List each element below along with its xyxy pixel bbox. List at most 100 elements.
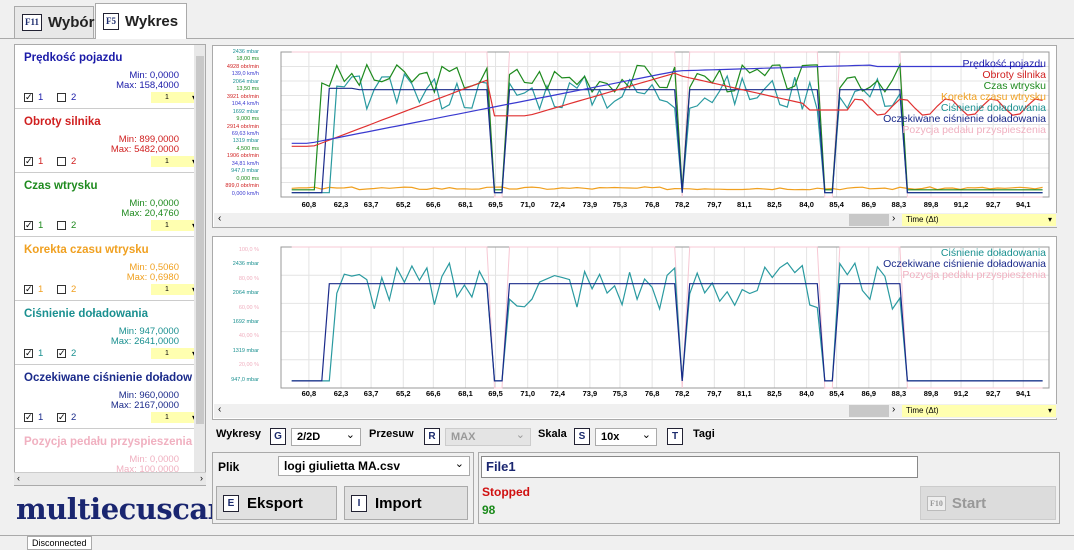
signal-list-hscrollbar[interactable]: ‹ › (14, 472, 206, 485)
chart1-checkbox[interactable]: ✓ (24, 156, 33, 166)
x-tick-label: 65,2 (395, 200, 411, 209)
y-tick-label: 18,00 ms (236, 56, 259, 63)
t-key-icon[interactable]: T (667, 428, 683, 445)
signal-item[interactable]: Obroty silnika Min: 899,0000 Max: 5482,0… (15, 109, 199, 173)
pedal-series (291, 246, 1043, 389)
expected-boost-series (291, 87, 1043, 194)
chart-2[interactable]: 100,0 % 2436 mbar 80,00 % 2064 mbar 60,00 % 1… (212, 236, 1057, 420)
signal-item[interactable]: Oczekiwane ciśnienie doładow Min: 960,00… (15, 365, 199, 429)
expected-boost-series (291, 283, 1043, 382)
file-select[interactable]: logi giulietta MA.csv (278, 455, 470, 476)
chart2-checkbox[interactable] (57, 221, 66, 230)
chevron-down-icon: ▾ (1047, 406, 1052, 415)
chart2-checkbox[interactable] (57, 285, 66, 294)
chart2-checkbox[interactable]: ✓ (57, 348, 66, 358)
skala-label: Skala (538, 428, 567, 440)
x-tick-label: 81,1 (737, 200, 752, 209)
x-tick-label: 84,0 (799, 389, 814, 398)
przesuw-label: Przesuw (369, 428, 414, 440)
scroll-right-icon[interactable]: › (892, 404, 896, 415)
signal-max: Max: 0,6980 (126, 272, 179, 283)
line-width-select[interactable]: 1 (151, 284, 199, 295)
signal-name: Obroty silnika (24, 116, 101, 128)
signal-list[interactable]: Prędkość pojazdu Min: 0,0000 Max: 158,40… (14, 44, 206, 486)
scroll-left-icon[interactable]: ‹ (218, 213, 222, 224)
start-button[interactable]: F10 Start (920, 486, 1056, 520)
tab-wybor[interactable]: F11 Wybór (14, 6, 94, 38)
chart2-checkbox[interactable]: ✓ (57, 412, 66, 422)
y-tick-label: 4928 obr/min (226, 63, 259, 70)
chart-1-scrollbar[interactable]: ‹ › Time (Δt) ▾ (214, 213, 1057, 227)
checkbox-label: 1 (38, 348, 44, 359)
chart1-checkbox[interactable]: ✓ (24, 220, 33, 230)
time-axis-select[interactable]: Time (Δt) ▾ (902, 405, 1056, 417)
chart-1-legend: Prędkość pojazdu Obroty silnika Czas wtrys… (883, 59, 1046, 136)
x-tick-label: 69,5 (488, 389, 503, 398)
signal-item[interactable]: Prędkość pojazdu Min: 0,0000 Max: 158,40… (15, 45, 199, 109)
chart-1[interactable]: 2436 mbar 18,00 ms 4928 obr/min 139,0 km/h 2… (212, 45, 1057, 228)
tab-wykres[interactable]: F5 Wykres (95, 3, 187, 39)
signal-max: Max: 2641,0000 (110, 336, 179, 347)
line-width-select[interactable]: 1 (151, 92, 199, 103)
y-tick-label: 1906 obr/min (226, 153, 259, 160)
x-tick-label: 75,3 (612, 389, 628, 398)
y-tick-label: 899,0 obr/min (225, 183, 259, 190)
scroll-right-icon[interactable]: › (200, 473, 203, 483)
x-tick-label: 71,0 (520, 200, 536, 209)
signal-item[interactable]: Ciśnienie doładowania Min: 947,0000 Max:… (15, 301, 199, 365)
line-width-select[interactable]: 1 (151, 220, 199, 231)
checkbox-label: 2 (71, 220, 77, 231)
legend-entry: Pozycja pedału przyspieszenia (902, 269, 1046, 281)
chart-2-scrollbar[interactable]: ‹ › Time (Δt) ▾ (214, 404, 1057, 418)
signal-item[interactable]: Czas wtrysku Min: 0,0000 Max: 20,4760 ✓ … (15, 173, 199, 237)
scroll-left-icon[interactable]: ‹ (218, 404, 222, 415)
signal-item[interactable]: Korekta czasu wtrysku Min: 0,5060 Max: 0… (15, 237, 199, 301)
chart1-checkbox[interactable]: ✓ (24, 412, 33, 422)
x-tick-label: 60,8 (301, 200, 317, 209)
chart2-checkbox[interactable] (57, 93, 66, 102)
korekta-series (291, 186, 1043, 191)
signal-name: Ciśnienie doładowania (24, 308, 148, 320)
export-button[interactable]: E Eksport (216, 486, 337, 520)
time-axis-select[interactable]: Time (Δt) ▾ (902, 214, 1056, 226)
g-key-icon: G (270, 428, 286, 445)
skala-select[interactable]: 10x (595, 427, 657, 446)
tab-label: Wybór (48, 14, 95, 31)
signal-min: Min: 947,0000 (118, 326, 179, 337)
session-name-field[interactable]: File1 (481, 456, 918, 478)
przesuw-select[interactable]: MAX (445, 427, 531, 446)
y-tick-label: 69,63 km/h (231, 130, 259, 137)
y-tick-label: 947,0 mbar (231, 376, 259, 383)
y-tick-label: 20,00 % (238, 362, 259, 369)
x-tick-label: 92,7 (985, 389, 1001, 398)
legend-entry: Prędkość pojazdu (962, 58, 1046, 70)
x-tick-label: 86,9 (861, 200, 877, 209)
scroll-right-icon[interactable]: › (892, 213, 896, 224)
import-button[interactable]: I Import (344, 486, 468, 520)
chart2-checkbox[interactable] (57, 157, 66, 166)
scrollbar-thumb[interactable] (196, 56, 204, 424)
tagi-label[interactable]: Tagi (693, 428, 715, 440)
chart1-checkbox[interactable]: ✓ (24, 284, 33, 294)
checkbox-label: 1 (38, 220, 44, 231)
wykresy-select[interactable]: 2/2D (291, 427, 361, 446)
y-tick-label: 40,00 % (238, 333, 259, 340)
y-tick-label: 3921 obr/min (226, 93, 259, 100)
time-axis-label: Time (Δt) (906, 406, 939, 415)
line-width-select[interactable]: 1 (151, 412, 199, 423)
line-width-select[interactable]: 1 (151, 156, 199, 167)
legend-entry: Oczekiwane ciśnienie doładowania (883, 113, 1046, 125)
e-key-icon: E (223, 494, 239, 512)
scroll-left-icon[interactable]: ‹ (17, 473, 20, 483)
status-bar (0, 535, 1074, 550)
scrollbar-thumb[interactable] (849, 405, 889, 417)
scrollbar-thumb[interactable] (849, 214, 889, 226)
signal-min: Min: 899,0000 (118, 134, 179, 145)
chart-1-plot (280, 51, 1050, 198)
wykresy-label: Wykresy (216, 428, 262, 440)
checkbox-label: 1 (38, 284, 44, 295)
chart1-checkbox[interactable]: ✓ (24, 348, 33, 358)
line-width-select[interactable]: 1 (151, 348, 199, 359)
chart1-checkbox[interactable]: ✓ (24, 92, 33, 102)
